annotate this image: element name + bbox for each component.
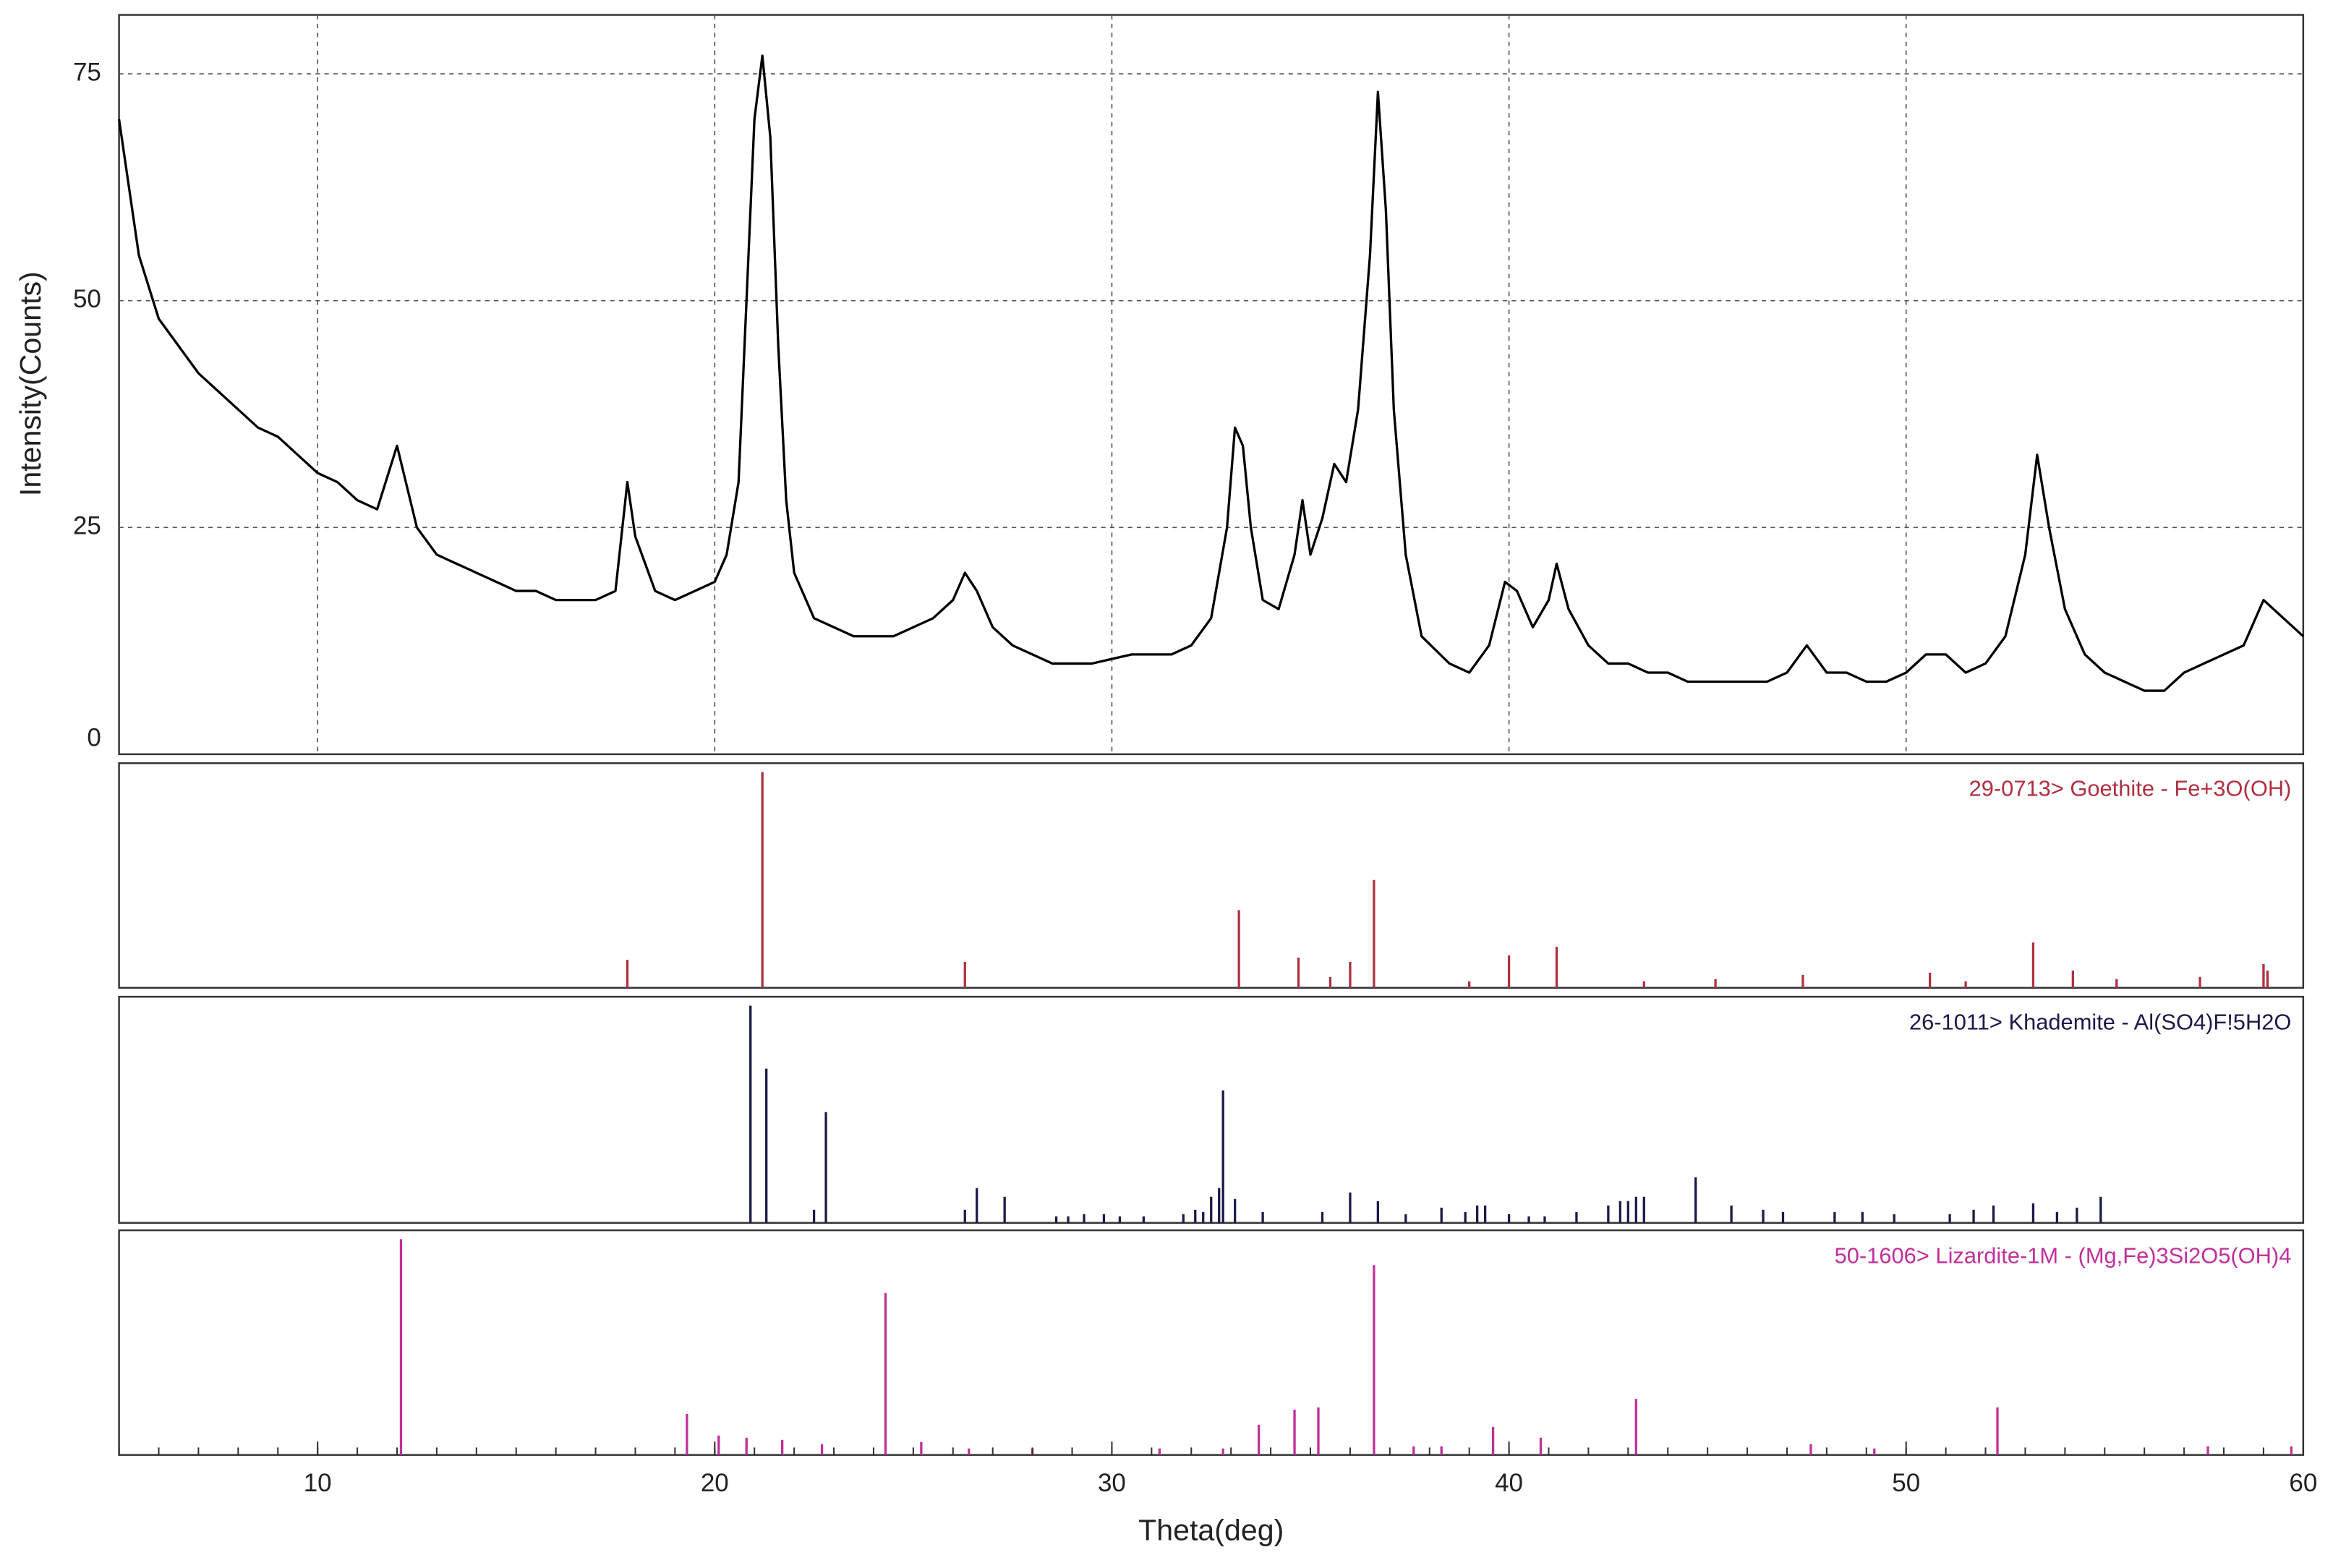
- panel-frame: [118, 762, 2305, 989]
- y-tick-label: 75: [73, 58, 101, 86]
- x-tick-label: 40: [1495, 1469, 1523, 1497]
- x-tick-label: 60: [2289, 1469, 2317, 1497]
- y-tick-label: 50: [73, 285, 101, 313]
- x-tick-label: 30: [1098, 1469, 1126, 1497]
- panel-frame: [118, 1229, 2305, 1456]
- panel-title: 50-1606> Lizardite-1M - (Mg,Fe)3Si2O5(OH…: [1835, 1243, 2292, 1268]
- panel-title: 29-0713> Goethite - Fe+3O(OH): [1969, 775, 2292, 801]
- y-tick-label: 25: [73, 512, 101, 540]
- y-axis-label: Intensity(Counts): [14, 271, 47, 496]
- data-line: [117, 54, 2304, 692]
- y-tick-label: 0: [87, 724, 101, 752]
- x-tick-label: 20: [701, 1469, 729, 1497]
- panel-title: 26-1011> Khademite - Al(SO4)F!5H2O: [1909, 1009, 2291, 1034]
- x-axis-label: Theta(deg): [1138, 1514, 1284, 1547]
- x-tick-label: 50: [1892, 1469, 1920, 1497]
- plot-frame: [118, 14, 2305, 756]
- x-tick-label: 10: [304, 1469, 332, 1497]
